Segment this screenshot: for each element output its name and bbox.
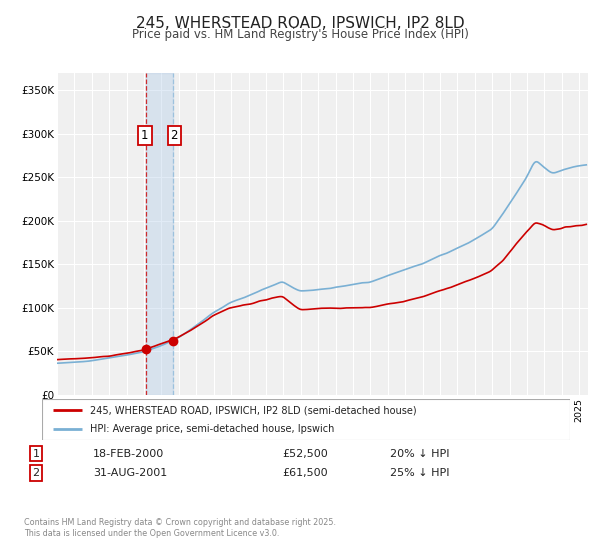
Text: 18-FEB-2000: 18-FEB-2000: [93, 449, 164, 459]
Text: 1: 1: [141, 129, 149, 142]
Text: 2: 2: [32, 468, 40, 478]
Text: £61,500: £61,500: [282, 468, 328, 478]
Text: Contains HM Land Registry data © Crown copyright and database right 2025.: Contains HM Land Registry data © Crown c…: [24, 518, 336, 527]
Text: Price paid vs. HM Land Registry's House Price Index (HPI): Price paid vs. HM Land Registry's House …: [131, 28, 469, 41]
Text: 1: 1: [32, 449, 40, 459]
Text: £52,500: £52,500: [282, 449, 328, 459]
Text: This data is licensed under the Open Government Licence v3.0.: This data is licensed under the Open Gov…: [24, 529, 280, 538]
Text: 245, WHERSTEAD ROAD, IPSWICH, IP2 8LD: 245, WHERSTEAD ROAD, IPSWICH, IP2 8LD: [136, 16, 464, 31]
Text: 31-AUG-2001: 31-AUG-2001: [93, 468, 167, 478]
Text: 245, WHERSTEAD ROAD, IPSWICH, IP2 8LD (semi-detached house): 245, WHERSTEAD ROAD, IPSWICH, IP2 8LD (s…: [89, 405, 416, 415]
Text: HPI: Average price, semi-detached house, Ipswich: HPI: Average price, semi-detached house,…: [89, 424, 334, 433]
Text: 2: 2: [170, 129, 178, 142]
Bar: [146, 73, 173, 395]
Text: 20% ↓ HPI: 20% ↓ HPI: [390, 449, 449, 459]
Text: 25% ↓ HPI: 25% ↓ HPI: [390, 468, 449, 478]
